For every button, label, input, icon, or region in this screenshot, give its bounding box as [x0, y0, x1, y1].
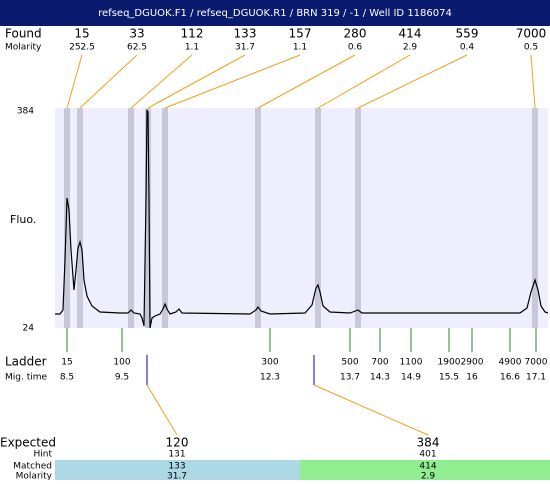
- found-molarity: 62.5: [127, 43, 147, 53]
- found-size: 133: [234, 27, 257, 41]
- found-molarity: 0.4: [460, 43, 475, 53]
- found-molarity: 0.6: [348, 43, 363, 53]
- found-molarity: 1.1: [293, 43, 307, 53]
- ladder-time: 12.3: [260, 373, 280, 383]
- peak-band: [355, 108, 361, 328]
- matched-size: 414: [419, 462, 436, 472]
- trace: [55, 109, 549, 329]
- y-top-label: 384: [17, 107, 34, 117]
- ladder-time: 14.9: [401, 373, 421, 383]
- found-label: Found: [5, 27, 42, 41]
- peak-connector: [257, 54, 356, 109]
- title: refseq_DGUOK.F1 / refseq_DGUOK.R1 / BRN …: [98, 8, 452, 19]
- ladder-time: 15.5: [439, 373, 459, 383]
- peak-connector: [66, 54, 83, 109]
- found-size: 414: [399, 27, 422, 41]
- expected-label: Expected: [0, 436, 56, 450]
- hint-size: 401: [419, 450, 436, 460]
- hint-size: 131: [168, 450, 185, 460]
- ladder-time: 16.6: [500, 373, 520, 383]
- ladder-size: 100: [113, 358, 130, 368]
- connector: [146, 384, 178, 436]
- found-size: 112: [181, 27, 204, 41]
- peak-band: [315, 108, 321, 328]
- peak-band: [64, 108, 70, 328]
- hint-label: Hint: [33, 450, 52, 460]
- connector: [313, 384, 429, 436]
- ladder-size: 7000: [525, 358, 548, 368]
- ladder-time: 14.3: [370, 373, 390, 383]
- peak-connector: [530, 54, 536, 109]
- matched-bg: [300, 460, 550, 480]
- ladder-time: 17.1: [526, 373, 546, 383]
- found-size: 559: [456, 27, 479, 41]
- ladder-label: Ladder: [5, 355, 47, 369]
- found-size: 7000: [516, 27, 547, 41]
- found-size: 15: [74, 27, 89, 41]
- ladder-time: 13.7: [340, 373, 360, 383]
- found-size: 157: [289, 27, 312, 41]
- molarity-label: Molarity: [16, 472, 53, 481]
- y-axis-label: Fluo.: [10, 213, 36, 226]
- ladder-time: 16: [466, 373, 478, 383]
- peak-band: [128, 108, 134, 328]
- peak-connector: [147, 54, 246, 109]
- found-molarity: 1.1: [185, 43, 199, 53]
- peak-band: [77, 108, 83, 328]
- found-size: 33: [129, 27, 144, 41]
- matched-size: 133: [168, 462, 185, 472]
- ladder-size: 500: [341, 358, 358, 368]
- peak-band: [255, 108, 261, 328]
- peak-connector: [357, 54, 468, 109]
- matched-molarity: 2.9: [421, 472, 436, 481]
- found-molarity: 2.9: [403, 43, 418, 53]
- peak-connector: [317, 54, 411, 109]
- expected-size: 384: [417, 436, 440, 450]
- peak-connector: [79, 54, 138, 109]
- ladder-size: 4900: [499, 358, 522, 368]
- peak-connector: [130, 54, 193, 109]
- y-bottom-label: 24: [23, 324, 35, 334]
- ladder-size: 15: [61, 358, 72, 368]
- matched-bg: [55, 460, 300, 480]
- ladder-size: 1900: [438, 358, 461, 368]
- title-bar: [0, 0, 550, 26]
- ladder-size: 700: [371, 358, 388, 368]
- matched-molarity: 31.7: [167, 472, 187, 481]
- mig-time-label: Mig. time: [5, 373, 47, 383]
- ladder-size: 1100: [400, 358, 423, 368]
- found-size: 280: [344, 27, 367, 41]
- peak-connector: [164, 54, 301, 109]
- molarity-label: Molarity: [5, 43, 42, 53]
- ladder-time: 8.5: [60, 373, 74, 383]
- peak-band: [145, 108, 151, 328]
- ladder-size: 2900: [461, 358, 484, 368]
- found-molarity: 252.5: [69, 43, 95, 53]
- peak-band: [532, 108, 538, 328]
- found-molarity: 31.7: [235, 43, 255, 53]
- ladder-time: 9.5: [115, 373, 129, 383]
- expected-size: 120: [166, 436, 189, 450]
- found-molarity: 0.5: [524, 43, 538, 53]
- peak-band: [162, 108, 168, 328]
- plot-area: [55, 108, 548, 328]
- ladder-size: 300: [261, 358, 278, 368]
- matched-label: Matched: [13, 462, 52, 472]
